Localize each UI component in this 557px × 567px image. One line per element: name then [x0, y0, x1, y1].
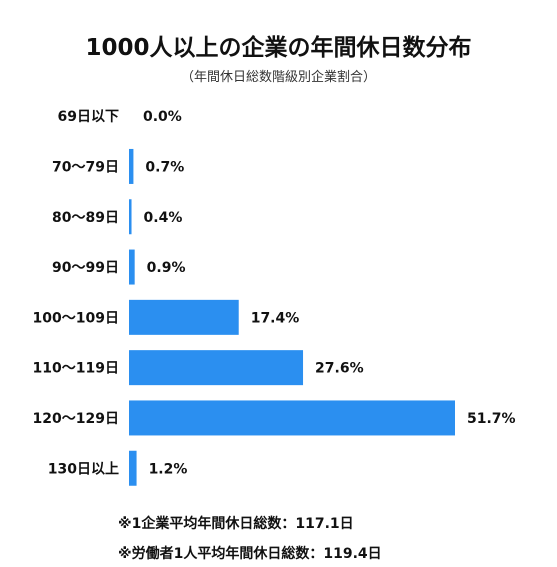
- value-label: 0.0%: [143, 109, 182, 125]
- bars-layer: 69日以下 0.0% 70〜79日 0.7% 80〜89日 0.4% 90〜99日 0.9% 1…: [33, 109, 516, 486]
- bar-chart: 69日以下 0.0% 70〜79日 0.7% 80〜89日 0.4% 90〜99日 0.9% 1…: [33, 109, 516, 486]
- category-label: 100〜109日: [33, 310, 119, 326]
- value-label: 27.6%: [315, 361, 364, 377]
- bar: [129, 249, 135, 285]
- value-label: 1.2%: [149, 461, 188, 477]
- category-label: 80〜89日: [52, 210, 119, 226]
- bar: [129, 299, 239, 335]
- category-label: 69日以下: [58, 109, 119, 125]
- bar: [129, 400, 455, 436]
- bar: [129, 350, 304, 386]
- value-label: 0.9%: [147, 260, 186, 276]
- value-label: 0.4%: [144, 210, 183, 226]
- bar: [129, 450, 137, 486]
- category-label: 110〜119日: [33, 361, 119, 377]
- value-label: 17.4%: [251, 310, 300, 326]
- average-holidays-per-worker-note: ※労働者1人平均年間休日総数：119.4日: [118, 546, 382, 562]
- category-label: 130日以上: [48, 461, 119, 477]
- category-label: 70〜79日: [52, 159, 119, 175]
- category-label: 90〜99日: [52, 260, 119, 276]
- chart-title: 1000人以上の企業の年間休日数分布: [85, 35, 472, 61]
- category-label: 120〜129日: [33, 411, 119, 427]
- bar: [129, 199, 132, 235]
- value-label: 51.7%: [467, 411, 516, 427]
- average-holidays-per-company-note: ※1企業平均年間休日総数：117.1日: [118, 516, 354, 532]
- bar: [129, 148, 134, 184]
- value-label: 0.7%: [145, 159, 184, 175]
- chart-subtitle: （年間休日総数階級別企業割合）: [180, 70, 376, 85]
